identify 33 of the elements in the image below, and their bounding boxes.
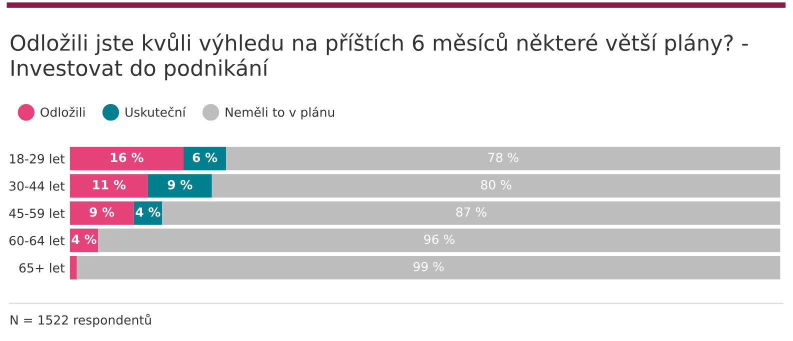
data-label: 9 % (168, 180, 192, 190)
data-label: 4 % (136, 207, 160, 217)
bar (76, 256, 780, 280)
data-label: 78 % (488, 152, 518, 162)
y-tick-label: 65+ let (19, 262, 65, 273)
data-label: 4 % (72, 234, 96, 244)
y-tick-label: 60-64 let (9, 236, 65, 246)
data-label: 16 % (110, 152, 144, 162)
bar (183, 146, 226, 170)
y-tick-label: 45-59 let (9, 208, 65, 218)
legend-label: Uskuteční (126, 106, 186, 117)
bar (70, 174, 148, 198)
y-tick-label: 30-44 let (10, 181, 65, 191)
bar (70, 201, 134, 225)
data-label: 6 % (192, 152, 218, 162)
y-tick-label: 18-29 let (10, 154, 65, 164)
data-label: 11 % (93, 180, 126, 190)
legend-label: Neměli to v plánu (226, 106, 334, 120)
text: N = 1522 respondentů (10, 314, 151, 328)
data-label: 80 % (481, 180, 512, 190)
data-label: 9 % (90, 207, 114, 217)
legend-label: Odložili (40, 106, 85, 117)
chart-title: Odložili jste kvůli výhledu na příštích 6 měsíců některé větší plány? - Investovat do podnikání (10, 32, 748, 80)
data-label: 96 % (424, 234, 454, 244)
bar (148, 174, 212, 198)
bar (162, 201, 780, 225)
data-label: 87 % (456, 207, 486, 217)
bar (98, 228, 780, 252)
bar (212, 174, 780, 198)
bar (70, 146, 184, 170)
bar (226, 146, 780, 170)
data-label: 99 % (414, 262, 444, 272)
bar (70, 256, 77, 280)
